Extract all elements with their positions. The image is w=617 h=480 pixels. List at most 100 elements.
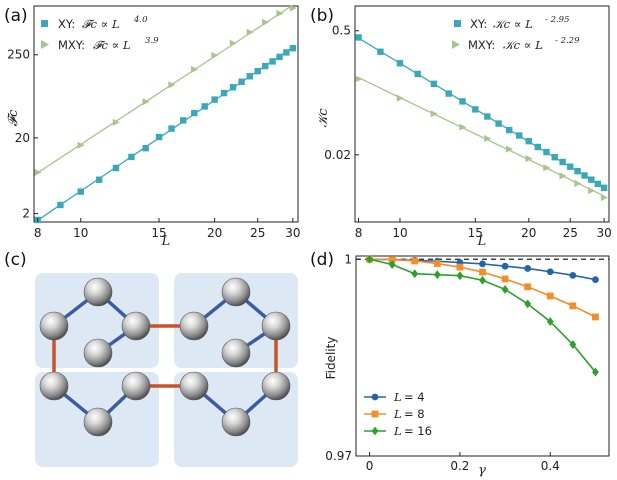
lattice-site-sphere — [179, 311, 209, 341]
y-tick-label: 0.97 — [325, 449, 352, 463]
point-xy — [276, 53, 283, 61]
panel-label-b: (b) — [310, 6, 334, 26]
legend-b-mxy-name: MXY: — [468, 38, 495, 52]
point-mxy — [246, 28, 254, 36]
point-l4 — [546, 268, 554, 276]
legend-marker — [371, 426, 379, 436]
point-mxy — [543, 164, 551, 172]
point-xy — [445, 90, 452, 97]
point-mxy — [484, 135, 492, 143]
x-tick-label: 15 — [468, 226, 483, 240]
point-mxy — [559, 172, 567, 180]
legend-xy-formula: 𝓕c ∝ L — [82, 17, 120, 31]
panel-b-data-points — [355, 34, 608, 202]
point-xy — [191, 109, 198, 117]
point-mxy — [355, 75, 363, 83]
point-l8 — [479, 268, 486, 276]
point-xy — [254, 67, 261, 75]
panel-label-c: (c) — [4, 250, 27, 270]
x-tick-label: 0.2 — [450, 459, 469, 473]
point-xy — [269, 58, 276, 65]
panel-a-legend: XY: 𝓕c ∝ L 4.0 MXY: 𝓕c ∝ L 3.9 — [41, 15, 159, 52]
point-xy — [430, 80, 438, 88]
point-l16 — [366, 254, 373, 264]
point-xy — [414, 70, 421, 78]
point-xy — [581, 172, 588, 179]
point-l8 — [456, 263, 464, 271]
point-xy — [155, 133, 163, 141]
lattice-site-sphere — [221, 277, 251, 307]
legend-marker-mxy — [41, 40, 49, 49]
x-tick-label: 30 — [285, 226, 300, 240]
x-tick-label: 15 — [151, 226, 166, 240]
point-xy — [459, 98, 466, 105]
y-tick-label: 0.02 — [324, 148, 351, 162]
panel-label-a: (a) — [4, 6, 28, 26]
point-xy — [525, 137, 532, 145]
point-l16 — [592, 367, 599, 377]
legend-mxy-name: MXY: — [58, 38, 85, 52]
point-xy — [238, 78, 245, 85]
point-xy — [211, 96, 218, 103]
point-xy — [77, 188, 84, 195]
panel-d-legend: L = 4L = 8L = 16 — [364, 390, 432, 438]
y-tick-label: 2 — [22, 207, 30, 221]
point-l4 — [524, 265, 532, 272]
point-l4 — [569, 271, 577, 279]
point-xy — [220, 89, 228, 97]
panel-a-data-points — [34, 4, 297, 224]
panel-b-fit-lines — [358, 37, 605, 197]
panel-b-x-label: L — [477, 234, 487, 249]
point-xy — [516, 132, 523, 139]
point-l16 — [501, 285, 509, 294]
lattice-site-sphere — [83, 277, 113, 307]
point-xy — [229, 84, 237, 91]
point-mxy — [459, 123, 467, 131]
legend-xy-name: XY: — [58, 17, 75, 31]
point-mxy — [276, 9, 284, 17]
panel-d-series — [366, 254, 599, 377]
y-tick-label: 250 — [7, 48, 30, 62]
point-l8 — [524, 283, 532, 291]
lattice-site-sphere — [39, 371, 69, 401]
point-mxy — [396, 94, 404, 102]
lattice-site-sphere — [221, 407, 251, 437]
bonds-top-left — [52, 289, 139, 355]
x-tick-label: 25 — [250, 226, 265, 240]
point-l16 — [569, 340, 577, 349]
point-xy — [574, 167, 581, 175]
panel-b-x-ticks: 8 10 15 20 25 30 — [355, 218, 612, 240]
panel-d-x-ticks: 0 0.2 0.4 — [366, 452, 560, 473]
point-mxy — [430, 110, 438, 118]
point-xy — [95, 176, 103, 183]
point-xy — [355, 34, 362, 41]
legend-marker-xy-b — [454, 20, 461, 27]
point-xy — [168, 125, 175, 132]
panel-a-x-ticks: 8 10 15 20 25 30 — [34, 218, 301, 240]
point-xy — [262, 62, 269, 70]
point-l4 — [479, 260, 486, 268]
point-l4 — [592, 276, 599, 284]
lattice-site-sphere — [121, 371, 151, 401]
point-mxy — [289, 4, 297, 12]
point-xy — [396, 60, 404, 67]
panel-d-frame — [355, 255, 610, 457]
x-tick-label: 10 — [392, 226, 407, 240]
point-mxy — [525, 155, 533, 163]
point-l8 — [433, 260, 441, 267]
series-line-l8 — [369, 258, 596, 318]
panel-b-legend: XY: 𝒦c ∝ L - 2.95 MXY: 𝒦c ∝ L - 2.29 — [452, 15, 580, 52]
panel-d-x-label: γ — [478, 463, 486, 478]
point-mxy — [505, 145, 514, 153]
x-tick-label: 25 — [563, 226, 578, 240]
point-xy — [543, 148, 550, 156]
bonds-top-right — [192, 289, 279, 355]
lattice-diagram — [35, 273, 298, 467]
lattice-site-sphere — [221, 338, 251, 368]
point-xy — [567, 163, 574, 170]
point-l16 — [411, 269, 419, 279]
x-tick-label: 8 — [34, 226, 42, 240]
legend-marker — [371, 393, 379, 401]
panel-d-chart: 0 0.2 0.4 0.971 γ Fidelity L = 4L = 8L = 16 — [324, 252, 610, 478]
